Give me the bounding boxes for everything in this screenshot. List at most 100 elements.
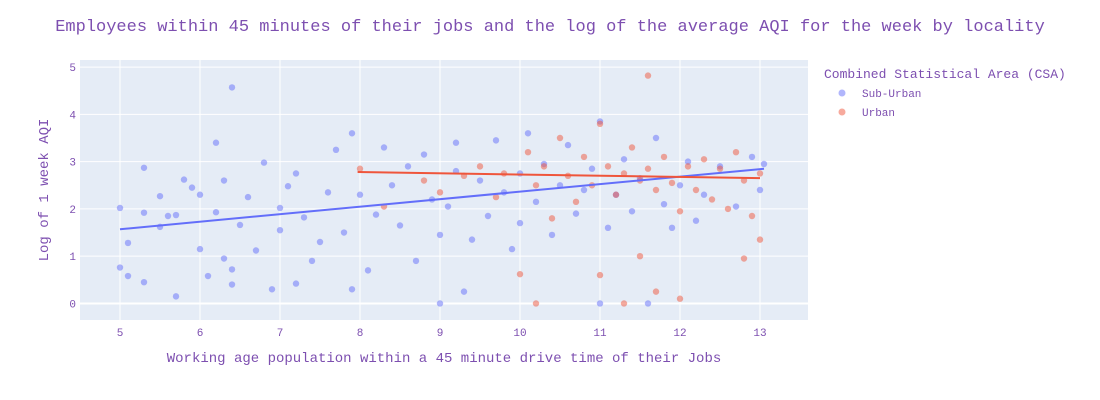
sub-urban-point[interactable]	[172, 293, 180, 300]
sub-urban-point[interactable]	[604, 224, 612, 232]
sub-urban-point[interactable]	[572, 210, 580, 217]
urban-point[interactable]	[724, 205, 732, 213]
urban-point[interactable]	[540, 163, 548, 170]
sub-urban-point[interactable]	[700, 191, 708, 198]
sub-urban-point[interactable]	[196, 245, 204, 253]
urban-point[interactable]	[516, 270, 524, 278]
sub-urban-point[interactable]	[204, 272, 212, 280]
sub-urban-point[interactable]	[140, 209, 148, 216]
urban-point[interactable]	[620, 170, 628, 177]
urban-point[interactable]	[620, 300, 628, 307]
urban-point[interactable]	[596, 271, 604, 279]
sub-urban-point[interactable]	[196, 191, 204, 198]
sub-urban-point[interactable]	[228, 266, 236, 273]
sub-urban-point[interactable]	[676, 182, 684, 189]
sub-urban-point[interactable]	[468, 236, 476, 243]
sub-urban-point[interactable]	[140, 164, 148, 171]
urban-point[interactable]	[532, 300, 540, 307]
sub-urban-point[interactable]	[452, 139, 460, 146]
sub-urban-point[interactable]	[300, 214, 308, 221]
sub-urban-point[interactable]	[284, 183, 292, 190]
sub-urban-point[interactable]	[164, 212, 172, 220]
urban-point[interactable]	[668, 179, 676, 187]
legend-item-urban[interactable]: Urban	[838, 108, 896, 120]
sub-urban-point[interactable]	[308, 257, 316, 265]
sub-urban-point[interactable]	[292, 280, 300, 287]
sub-urban-point[interactable]	[124, 239, 132, 247]
urban-point[interactable]	[748, 212, 756, 220]
sub-urban-point[interactable]	[404, 163, 412, 170]
urban-point[interactable]	[652, 288, 660, 295]
urban-point[interactable]	[612, 191, 620, 198]
sub-urban-point[interactable]	[532, 198, 540, 206]
sub-urban-point[interactable]	[524, 130, 532, 137]
sub-urban-point[interactable]	[620, 156, 628, 163]
sub-urban-point[interactable]	[316, 238, 324, 246]
sub-urban-point[interactable]	[348, 286, 356, 293]
sub-urban-point[interactable]	[228, 84, 236, 91]
urban-point[interactable]	[436, 189, 444, 196]
urban-point[interactable]	[548, 215, 556, 222]
urban-point[interactable]	[524, 148, 532, 156]
sub-urban-point[interactable]	[124, 272, 132, 280]
urban-point[interactable]	[636, 252, 644, 260]
sub-urban-point[interactable]	[356, 191, 364, 198]
sub-urban-point[interactable]	[268, 286, 276, 293]
sub-urban-point[interactable]	[228, 281, 236, 288]
sub-urban-point[interactable]	[508, 245, 516, 253]
sub-urban-point[interactable]	[668, 224, 676, 232]
sub-urban-point[interactable]	[348, 130, 356, 137]
sub-urban-point[interactable]	[380, 144, 388, 151]
sub-urban-point[interactable]	[564, 141, 572, 149]
sub-urban-point[interactable]	[156, 192, 164, 200]
sub-urban-point[interactable]	[324, 189, 332, 196]
sub-urban-point[interactable]	[276, 226, 284, 234]
sub-urban-point[interactable]	[588, 165, 596, 172]
sub-urban-point[interactable]	[580, 186, 588, 194]
urban-point[interactable]	[644, 72, 652, 79]
urban-point[interactable]	[604, 163, 612, 170]
sub-urban-point[interactable]	[372, 211, 380, 218]
urban-point[interactable]	[356, 165, 364, 172]
urban-point[interactable]	[572, 198, 580, 206]
sub-urban-point[interactable]	[476, 177, 484, 184]
urban-point[interactable]	[700, 156, 708, 163]
sub-urban-point[interactable]	[292, 170, 300, 177]
sub-urban-point[interactable]	[236, 221, 244, 229]
sub-urban-point[interactable]	[596, 300, 604, 307]
sub-urban-point[interactable]	[260, 159, 268, 166]
sub-urban-point[interactable]	[340, 229, 348, 236]
sub-urban-point[interactable]	[180, 176, 188, 183]
urban-point[interactable]	[676, 295, 684, 302]
sub-urban-point[interactable]	[220, 177, 228, 184]
sub-urban-point[interactable]	[276, 204, 284, 212]
urban-point[interactable]	[556, 134, 564, 142]
legend-item-sub-urban[interactable]: Sub-Urban	[838, 89, 922, 101]
sub-urban-point[interactable]	[492, 137, 500, 144]
sub-urban-point[interactable]	[516, 170, 524, 177]
urban-point[interactable]	[660, 153, 668, 161]
sub-urban-point[interactable]	[756, 186, 764, 194]
sub-urban-point[interactable]	[548, 231, 556, 239]
plot-area[interactable]	[80, 60, 808, 320]
sub-urban-point[interactable]	[732, 203, 740, 210]
urban-point[interactable]	[708, 196, 716, 203]
sub-urban-point[interactable]	[244, 193, 252, 201]
sub-urban-point[interactable]	[628, 208, 636, 215]
sub-urban-point[interactable]	[660, 200, 668, 208]
urban-point[interactable]	[492, 193, 500, 201]
sub-urban-point[interactable]	[212, 139, 220, 146]
sub-urban-point[interactable]	[436, 300, 444, 307]
sub-urban-point[interactable]	[516, 219, 524, 227]
urban-point[interactable]	[580, 153, 588, 161]
sub-urban-point[interactable]	[420, 151, 428, 158]
sub-urban-point[interactable]	[388, 182, 396, 189]
sub-urban-point[interactable]	[116, 264, 124, 271]
urban-point[interactable]	[732, 148, 740, 156]
sub-urban-point[interactable]	[692, 217, 700, 224]
sub-urban-point[interactable]	[252, 247, 260, 254]
urban-point[interactable]	[676, 208, 684, 215]
sub-urban-point[interactable]	[332, 146, 340, 154]
urban-point[interactable]	[756, 170, 764, 177]
urban-point[interactable]	[692, 186, 700, 194]
